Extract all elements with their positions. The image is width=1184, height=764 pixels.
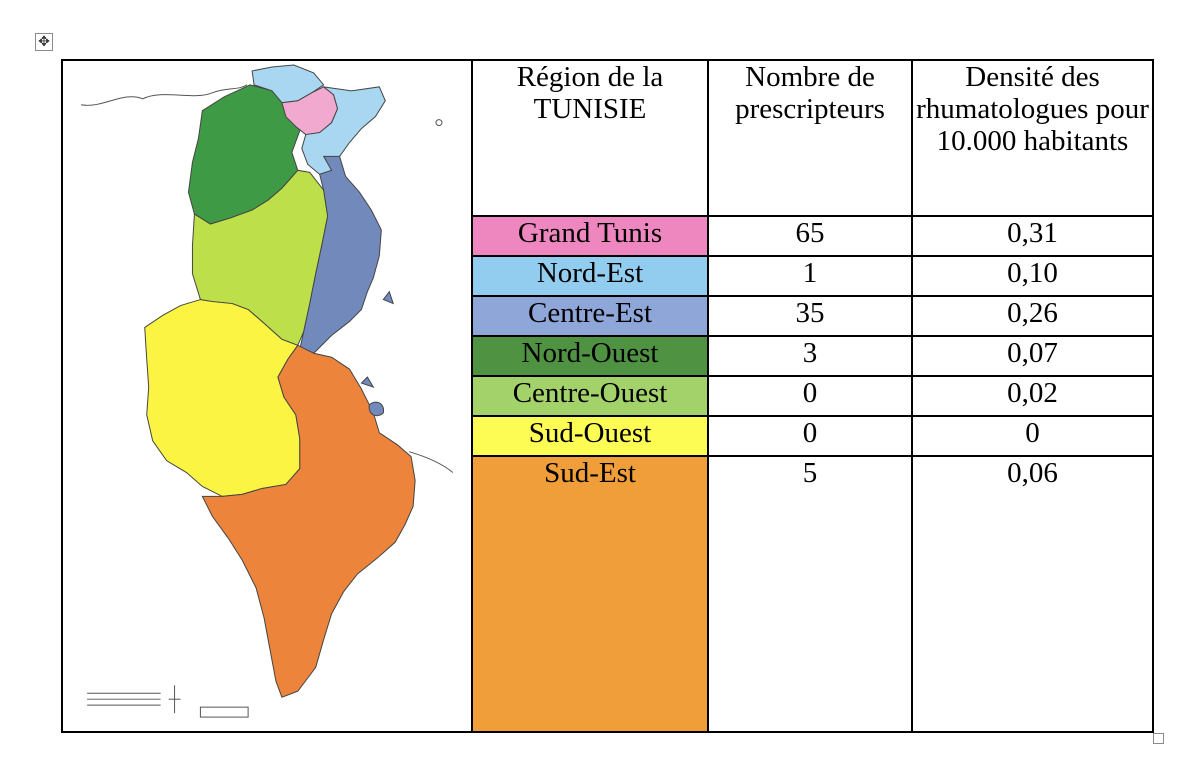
prescribers-cell: 35 [707, 295, 913, 337]
density-cell: 0,06 [911, 455, 1154, 733]
prescribers-cell: 0 [707, 415, 913, 457]
table-row: Centre-Est 35 0,26 [62, 295, 1154, 337]
table-row: Grand Tunis 65 0,31 [62, 215, 1154, 257]
density-cell: 0,26 [911, 295, 1154, 337]
region-cell: Sud-Est [471, 455, 709, 733]
table-row: Sud-Est 5 0,06 [62, 455, 1154, 733]
prescribers-cell: 1 [707, 255, 913, 297]
header-region: Région de la TUNISIE [471, 59, 709, 217]
table-row: Nord-Ouest 3 0,07 [62, 335, 1154, 377]
density-cell: 0,31 [911, 215, 1154, 257]
table-move-handle[interactable]: ✥ [35, 33, 53, 51]
prescribers-cell: 5 [707, 455, 913, 733]
table-row: Nord-Est 1 0,10 [62, 255, 1154, 297]
header-prescribers: Nombre de prescripteurs [707, 59, 913, 217]
regions-table: Région de la TUNISIE Nombre de prescript… [61, 59, 1154, 733]
table-resize-handle[interactable] [1153, 733, 1164, 744]
map-region-sud-est [201, 344, 416, 698]
density-cell: 0,07 [911, 335, 1154, 377]
region-cell: Nord-Ouest [471, 335, 709, 377]
region-cell: Centre-Ouest [471, 375, 709, 417]
density-cell: 0 [911, 415, 1154, 457]
prescribers-cell: 0 [707, 375, 913, 417]
region-cell: Grand Tunis [471, 215, 709, 257]
table-row: Sud-Ouest 0 0 [62, 415, 1154, 457]
tunisia-map-cell [61, 59, 473, 733]
table-row: Centre-Ouest 0 0,02 [62, 375, 1154, 417]
prescribers-cell: 3 [707, 335, 913, 377]
density-cell: 0,10 [911, 255, 1154, 297]
map-scale-legend [87, 685, 249, 718]
region-cell: Sud-Ouest [471, 415, 709, 457]
prescribers-cell: 65 [707, 215, 913, 257]
density-cell: 0,02 [911, 375, 1154, 417]
tunisia-map [81, 64, 454, 718]
map-region-centre-est [299, 155, 382, 354]
region-cell: Centre-Est [471, 295, 709, 337]
header-density: Densité des rhumatologues pour 10.000 ha… [911, 59, 1154, 217]
region-cell: Nord-Est [471, 255, 709, 297]
move-arrows-icon: ✥ [38, 34, 50, 50]
